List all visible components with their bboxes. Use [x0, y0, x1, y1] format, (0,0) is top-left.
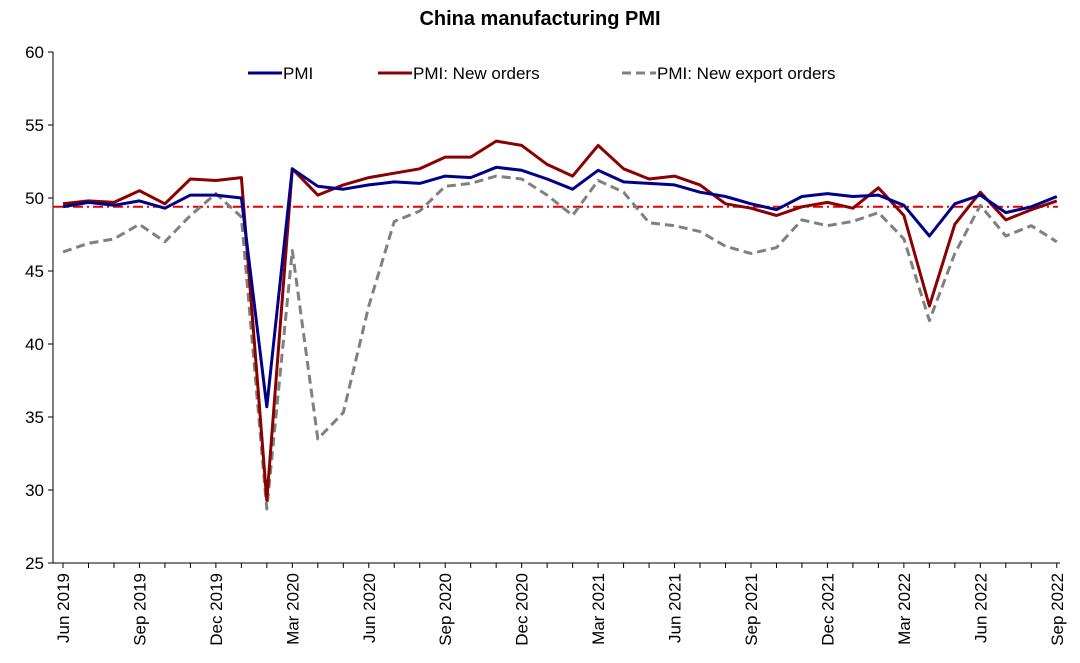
y-tick-label: 30 [25, 481, 44, 500]
chart-title: China manufacturing PMI [419, 8, 661, 30]
series-line-pmi-new-export-orders [62, 174, 1058, 511]
x-tick-label: Sep 2020 [436, 573, 455, 646]
legend-label: PMI: New orders [413, 64, 540, 83]
series-lines [62, 139, 1058, 511]
x-tick-label: Jun 2020 [360, 573, 379, 643]
y-tick-label: 50 [25, 189, 44, 208]
x-tick-label: Dec 2020 [513, 573, 532, 646]
y-tick-label: 55 [25, 116, 44, 135]
x-tick-label: Dec 2021 [818, 573, 837, 646]
x-tick-label: Sep 2022 [1048, 573, 1067, 646]
legend: PMI PMI: New orders PMI: New export orders [248, 64, 836, 83]
x-tick-label: Mar 2020 [283, 573, 302, 645]
y-tick-label: 40 [25, 335, 44, 354]
y-tick-label: 35 [25, 408, 44, 427]
y-tick-label: 45 [25, 262, 44, 281]
legend-label: PMI [283, 64, 313, 83]
x-tick-label: Mar 2021 [589, 573, 608, 645]
y-tick-label: 25 [25, 554, 44, 573]
x-tick-label: Jun 2019 [54, 573, 73, 643]
y-tick-label: 60 [25, 43, 44, 62]
series-line-pmi [62, 165, 1058, 409]
x-tick-label: Sep 2021 [742, 573, 761, 646]
x-tick-label: Dec 2019 [207, 573, 226, 646]
x-tick-label: Mar 2022 [895, 573, 914, 645]
x-tick-label: Jun 2022 [971, 573, 990, 643]
x-tick-label: Jun 2021 [666, 573, 685, 643]
x-tick-label: Sep 2019 [130, 573, 149, 646]
legend-label: PMI: New export orders [657, 64, 836, 83]
axes: 25 30 35 40 45 50 55 60 Jun 2019 Sep 2019 Dec 2019… [25, 43, 1067, 646]
